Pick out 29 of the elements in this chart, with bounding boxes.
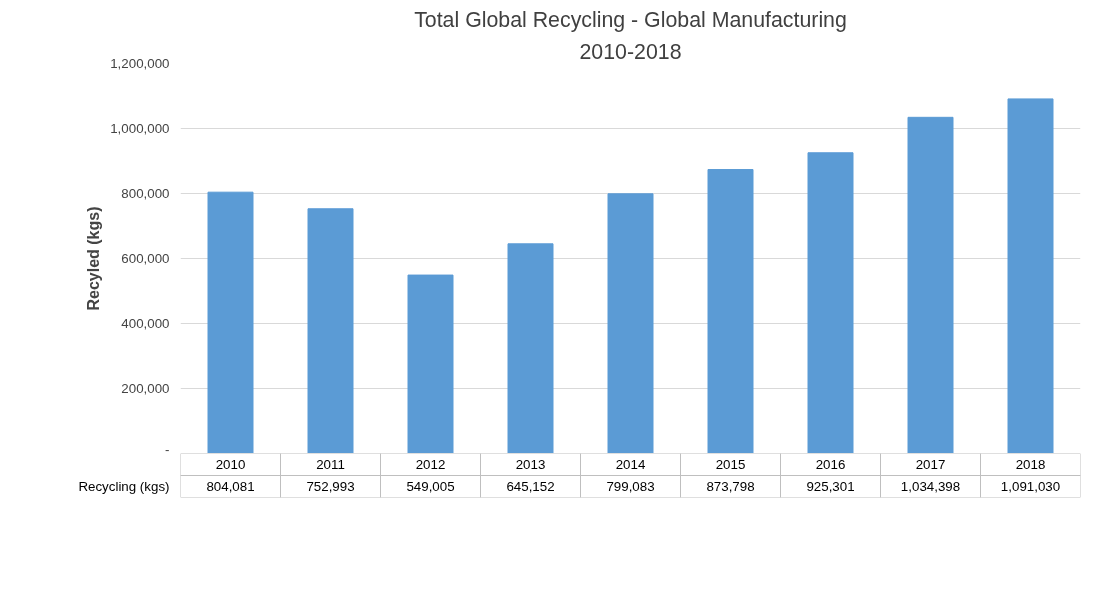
data-label: 799,083 — [606, 479, 655, 494]
x-tick-label: 2015 — [715, 457, 746, 472]
x-tick-label: 2017 — [915, 457, 946, 472]
data-label: 1,091,030 — [1000, 479, 1061, 494]
data-label: 1,034,398 — [900, 479, 961, 494]
chart-subtitle: 2010-2018 — [579, 39, 682, 64]
x-tick-label: 2018 — [1015, 457, 1046, 472]
data-label: 645,152 — [506, 479, 555, 494]
x-tick-label: 2016 — [815, 457, 846, 472]
data-label: 752,993 — [306, 479, 355, 494]
y-axis-title: Recyled (kgs) — [85, 206, 103, 311]
data-label: 925,301 — [806, 479, 855, 494]
x-tick-label: 2010 — [215, 457, 246, 472]
text: Recycling (kgs) — [78, 479, 170, 494]
y-tick-label: 600,000 — [121, 251, 170, 266]
data-label: 549,005 — [406, 479, 455, 494]
data-label: 873,798 — [706, 479, 755, 494]
y-tick-label: 800,000 — [121, 186, 170, 201]
x-tick-label: 2011 — [316, 457, 345, 472]
chart-title: Total Global Recycling - Global Manufacturing — [414, 7, 847, 32]
y-tick-label: 1,200,000 — [110, 56, 170, 71]
y-tick-label: 200,000 — [121, 381, 170, 396]
y-tick-label: 400,000 — [121, 316, 170, 331]
y-tick-label: - — [165, 441, 170, 457]
y-tick-label: 1,000,000 — [110, 121, 170, 136]
data-label: 804,081 — [206, 479, 255, 494]
x-tick-label: 2012 — [415, 457, 446, 472]
x-tick-label: 2014 — [615, 457, 646, 472]
x-tick-label: 2013 — [515, 457, 546, 472]
